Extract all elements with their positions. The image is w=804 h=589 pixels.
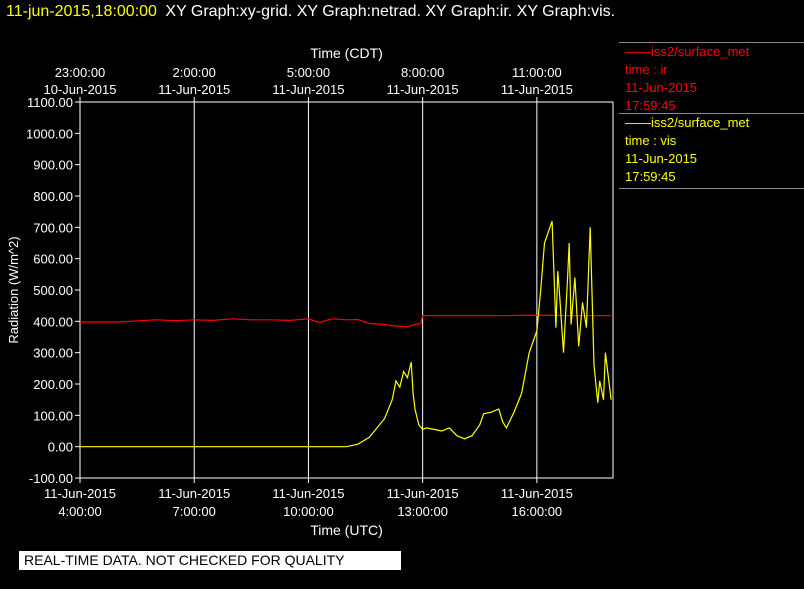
series-line-vis [80, 220, 612, 448]
y-tick-label: 400.00 [33, 314, 73, 329]
plot-frame [79, 101, 614, 479]
series-line-ir [80, 314, 612, 328]
legend-ir-time: 17:59:45 [625, 98, 676, 113]
legend-vis-date: 11-Jun-2015 [625, 151, 698, 166]
y-tick-label: 800.00 [33, 189, 73, 204]
legend-ir-source: ——iss2/surface_met [625, 44, 750, 59]
x-tick-label-date: 11-Jun-2015 [501, 486, 573, 501]
x-tick-label-time: 7:00:00 [173, 504, 216, 519]
legend-vis-source: ——iss2/surface_met [625, 115, 750, 130]
y-tick-label: 200.00 [33, 377, 73, 392]
y-tick-label: 600.00 [33, 252, 73, 267]
x-top-tick-label-time: 8:00:00 [401, 65, 444, 80]
legend-entry-ir: ——iss2/surface_met time : ir 11-Jun-2015… [619, 42, 804, 115]
y-tick-label: 1100.00 [27, 95, 73, 110]
y-tick-label: 1000.00 [26, 126, 73, 141]
y-tick-label: -100.00 [29, 471, 73, 486]
x-tick-label-date: 11-Jun-2015 [44, 486, 116, 501]
series-lines [80, 220, 612, 448]
chart-grid [193, 102, 538, 478]
x-axis-label-bottom: Time (UTC) [310, 522, 383, 538]
x-tick-label-time: 13:00:00 [397, 504, 448, 519]
x-top-tick-label-time: 5:00:00 [287, 65, 330, 80]
legend-entry-vis: ——iss2/surface_met time : vis 11-Jun-201… [619, 113, 804, 189]
x-tick-label-time: 16:00:00 [512, 504, 563, 519]
title-graph-list: XY Graph:xy-grid. XY Graph:netrad. XY Gr… [165, 3, 616, 20]
x-top-tick-label-date: 11-Jun-2015 [272, 82, 344, 97]
x-axis-top-ticks: 23:00:00 10-Jun-2015 2:00:00 11-Jun-2015 5:0… [44, 65, 573, 102]
title-date: 11-jun-2015,18:00:00 [6, 3, 157, 20]
y-tick-label: 0.00 [48, 440, 73, 455]
legend-vis-variable: time : vis [625, 133, 677, 148]
legend-vis-time: 17:59:45 [625, 169, 676, 184]
x-top-tick-label-time: 23:00:00 [55, 65, 106, 80]
y-axis-label: Radiation (W/m^2) [6, 236, 21, 343]
x-top-tick-label-date: 11-Jun-2015 [501, 82, 573, 97]
title-bar: 11-jun-2015,18:00:00 XY Graph:xy-grid. X… [6, 3, 615, 21]
x-top-tick-label-date: 10-Jun-2015 [44, 82, 117, 97]
x-axis-bottom-ticks: 11-Jun-2015 4:00:00 11-Jun-2015 7:00:00 11-J… [44, 478, 573, 519]
x-axis-label-top: Time (CDT) [310, 45, 383, 61]
x-top-tick-label-time: 2:00:00 [173, 65, 216, 80]
x-top-tick-label-date: 11-Jun-2015 [158, 82, 230, 97]
x-tick-label-date: 11-Jun-2015 [272, 486, 344, 501]
x-tick-label-date: 11-Jun-2015 [387, 486, 459, 501]
x-top-tick-label-time: 11:00:00 [512, 65, 562, 80]
x-tick-label-time: 4:00:00 [58, 504, 101, 519]
y-axis-ticks: 1100.00 1000.00 900.00 800.00 700.00 600.00 50… [26, 95, 80, 486]
y-tick-label: 700.00 [33, 220, 73, 235]
y-tick-label: 900.00 [33, 158, 73, 173]
data-quality-notice: REAL-TIME DATA. NOT CHECKED FOR QUALITY [19, 551, 401, 570]
legend-ir-date: 11-Jun-2015 [625, 80, 698, 95]
y-tick-label: 500.00 [33, 283, 73, 298]
x-tick-label-time: 10:00:00 [283, 504, 334, 519]
y-tick-label: 100.00 [33, 408, 73, 423]
y-tick-label: 300.00 [33, 346, 73, 361]
legend-ir-variable: time : ir [625, 62, 668, 77]
x-tick-label-date: 11-Jun-2015 [158, 486, 230, 501]
x-top-tick-label-date: 11-Jun-2015 [387, 82, 459, 97]
